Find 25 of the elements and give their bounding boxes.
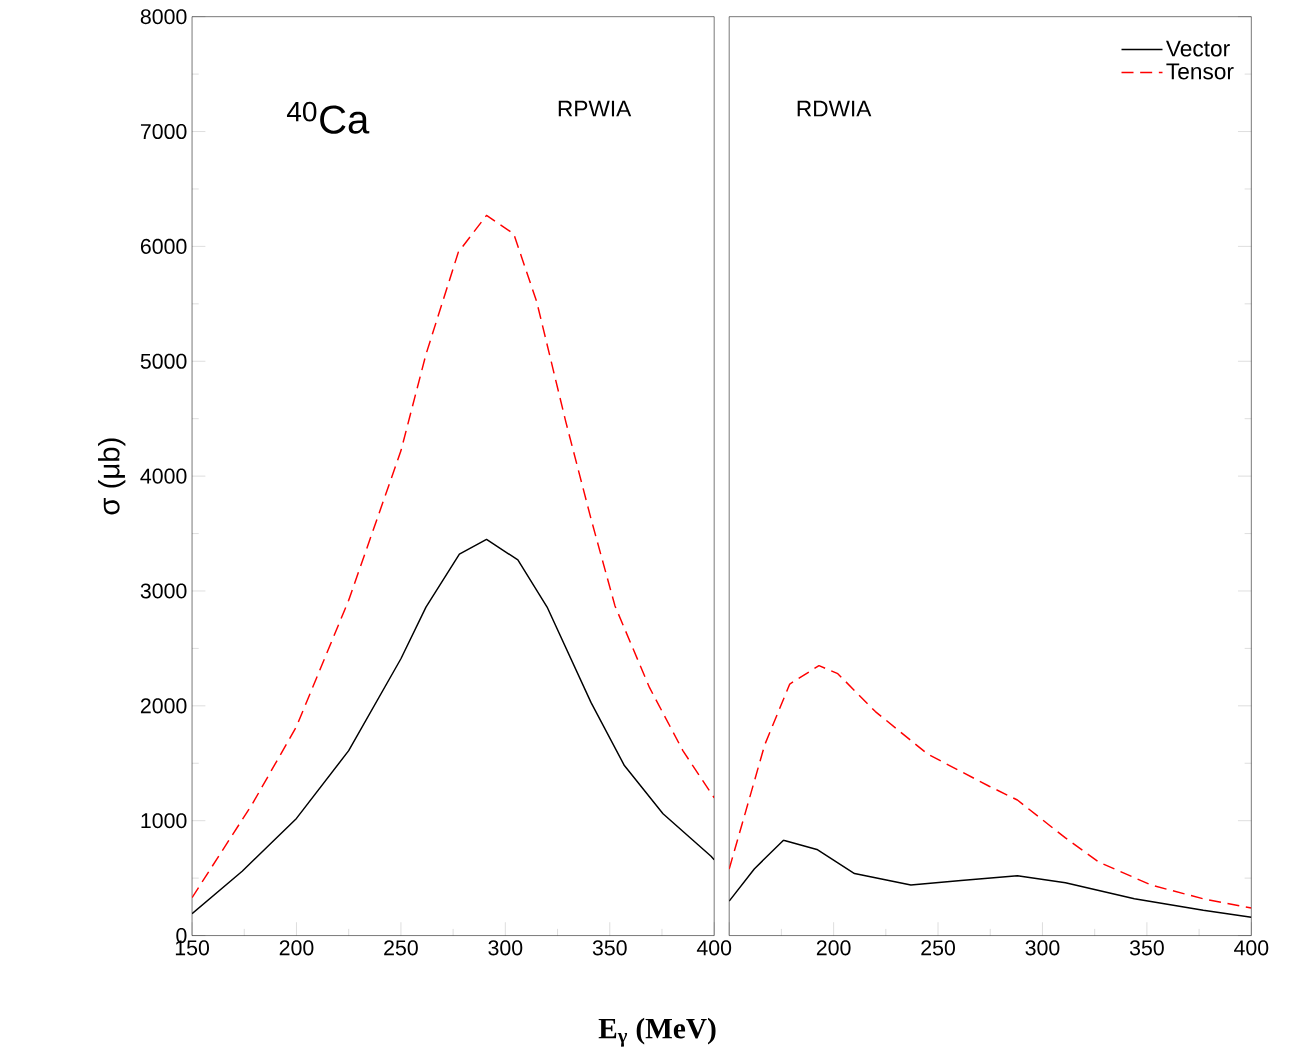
x-tick-label: 200 [816,940,851,956]
y-axis-title: σ (μb) [98,438,126,515]
annotation: $^{40}$Ca [286,101,370,134]
annotation: RDWIA [797,100,872,117]
y-tick-label: 4000 [140,468,187,484]
y-tick-label: 7000 [140,124,187,140]
x-tick-label: 400 [1234,940,1269,956]
y-tick-label: 1000 [141,813,187,829]
x-tick-label: 200 [279,940,314,956]
y-tick-label: 2000 [140,698,187,714]
x-tick-label: 400 [696,940,732,956]
x-tick-label: 250 [384,940,418,956]
y-tick-label: 8000 [140,9,187,25]
y-tick-label: 5000 [140,353,187,370]
y-tick-label: 3000 [140,583,187,599]
legend-label: Vector [1166,40,1230,57]
x-tick-label: 350 [592,940,627,956]
x-tick-label: 300 [488,940,523,956]
annotation: RPWIA [558,100,632,117]
legend-label: Tensor [1166,63,1234,80]
x-tick-label: 300 [1025,940,1060,956]
y-tick-label: 6000 [140,239,187,255]
x-tick-label: 250 [921,940,955,956]
x-axis-title: E$_{γ}$ (MeV) [598,1018,716,1047]
x-tick-label: 350 [1129,940,1164,956]
